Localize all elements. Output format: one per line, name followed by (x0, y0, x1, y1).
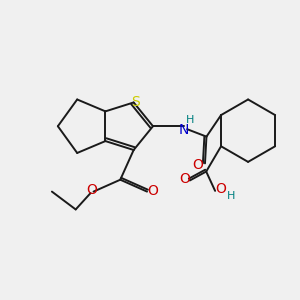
Text: H: H (186, 115, 194, 125)
Text: O: O (216, 182, 226, 197)
Text: H: H (227, 191, 236, 201)
Text: O: O (87, 183, 98, 197)
Text: O: O (147, 184, 158, 198)
Text: S: S (131, 95, 140, 110)
Text: O: O (179, 172, 190, 186)
Text: O: O (192, 158, 203, 172)
Text: N: N (179, 123, 189, 137)
